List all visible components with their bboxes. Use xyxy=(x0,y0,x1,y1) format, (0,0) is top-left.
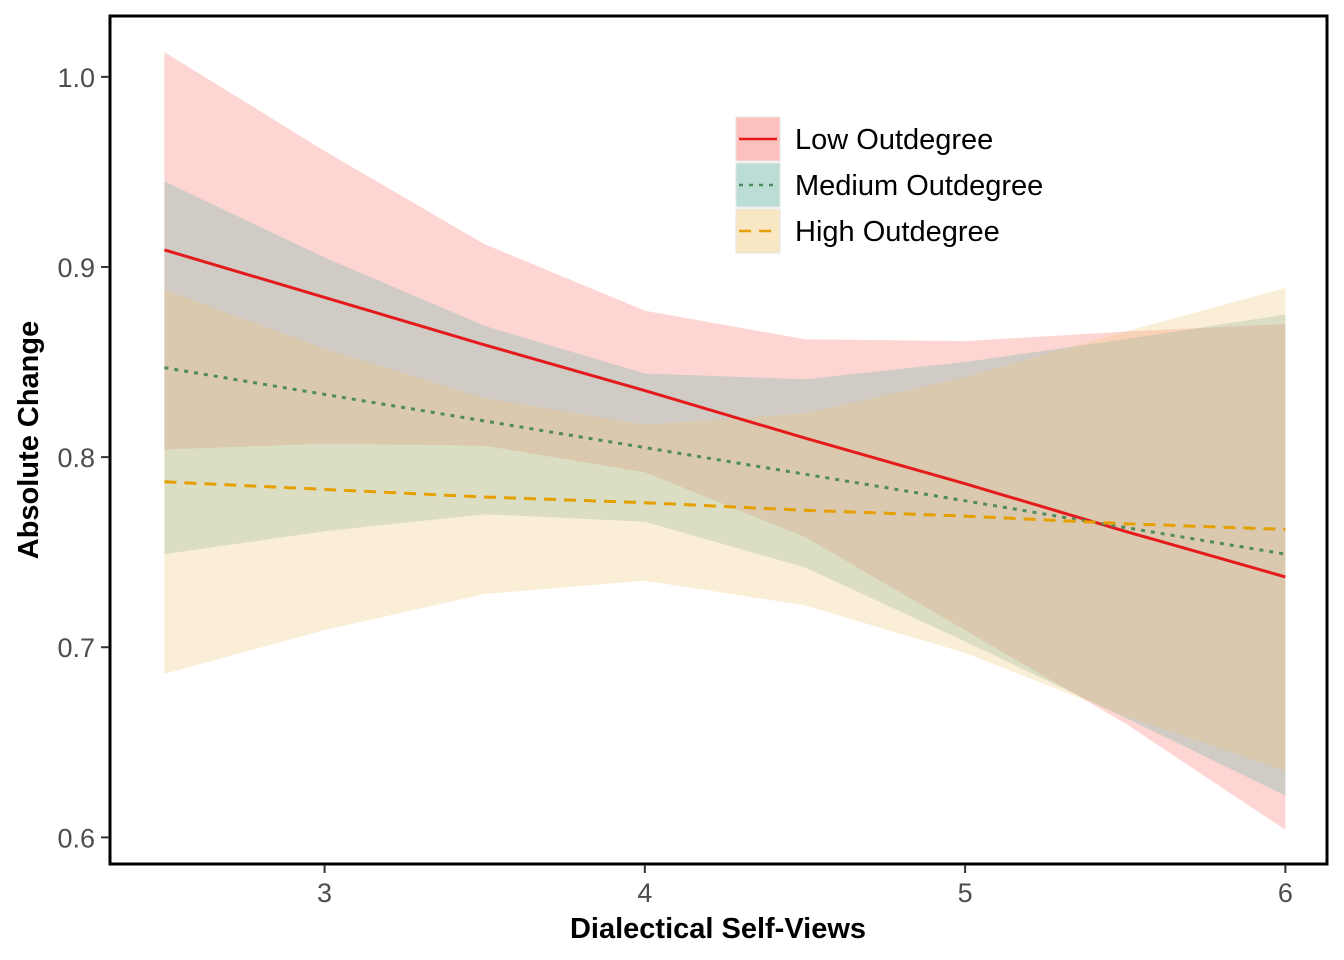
legend-item-3: High Outdegree xyxy=(735,208,1000,254)
legend: Low Outdegree Medium Outdegree High Outdeg… xyxy=(735,116,1043,254)
band-series-1 xyxy=(164,52,1286,830)
x-axis-title: Dialectical Self-Views xyxy=(570,913,866,945)
legend-label: Medium Outdegree xyxy=(795,170,1043,202)
x-tick-label: 3 xyxy=(317,878,332,908)
line-series-3 xyxy=(164,480,1286,531)
y-tick-label: 0.6 xyxy=(57,823,95,853)
series-lines xyxy=(163,248,1286,579)
y-tick-label: 0.9 xyxy=(57,253,95,283)
legend-label: Low Outdegree xyxy=(795,124,993,156)
y-tick-label: 0.7 xyxy=(57,633,95,663)
x-tick-label: 5 xyxy=(958,878,973,908)
line-series-1 xyxy=(163,248,1286,579)
x-tick-label: 4 xyxy=(637,878,652,908)
legend-item-2: Medium Outdegree xyxy=(735,162,1043,208)
band-series-2 xyxy=(164,181,1286,796)
legend-item-1: Low Outdegree xyxy=(735,116,993,162)
confidence-bands xyxy=(164,52,1286,830)
y-tick-label: 1.0 xyxy=(57,63,95,93)
x-tick-label: 6 xyxy=(1278,878,1293,908)
plot-panel-border xyxy=(108,14,1329,866)
legend-label: High Outdegree xyxy=(795,216,1000,248)
x-axis: 3 4 5 6 xyxy=(317,865,1293,908)
y-axis-title: Absolute Change xyxy=(13,321,45,559)
y-axis: 0.6 0.7 0.8 0.9 1.0 xyxy=(57,63,109,853)
y-tick-label: 0.8 xyxy=(57,443,95,473)
band-series-3 xyxy=(164,287,1286,771)
